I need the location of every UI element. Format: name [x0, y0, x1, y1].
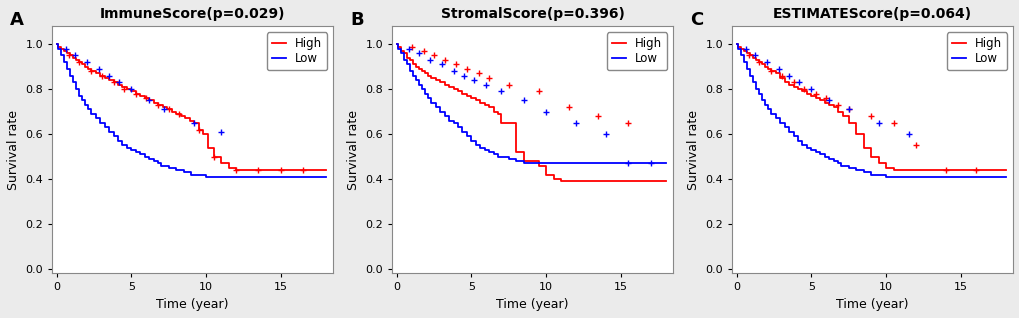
Title: StromalScore(p=0.396): StromalScore(p=0.396) — [440, 7, 624, 21]
Legend: High, Low: High, Low — [946, 32, 1006, 70]
X-axis label: Time (year): Time (year) — [836, 298, 908, 311]
Y-axis label: Survival rate: Survival rate — [7, 110, 20, 190]
Legend: High, Low: High, Low — [267, 32, 327, 70]
X-axis label: Time (year): Time (year) — [496, 298, 569, 311]
Text: C: C — [690, 11, 703, 30]
X-axis label: Time (year): Time (year) — [156, 298, 228, 311]
Text: A: A — [10, 11, 24, 30]
Y-axis label: Survival rate: Survival rate — [686, 110, 699, 190]
Title: ImmuneScore(p=0.029): ImmuneScore(p=0.029) — [100, 7, 285, 21]
Text: B: B — [350, 11, 364, 30]
Y-axis label: Survival rate: Survival rate — [346, 110, 360, 190]
Legend: High, Low: High, Low — [606, 32, 666, 70]
Title: ESTIMATEScore(p=0.064): ESTIMATEScore(p=0.064) — [772, 7, 971, 21]
